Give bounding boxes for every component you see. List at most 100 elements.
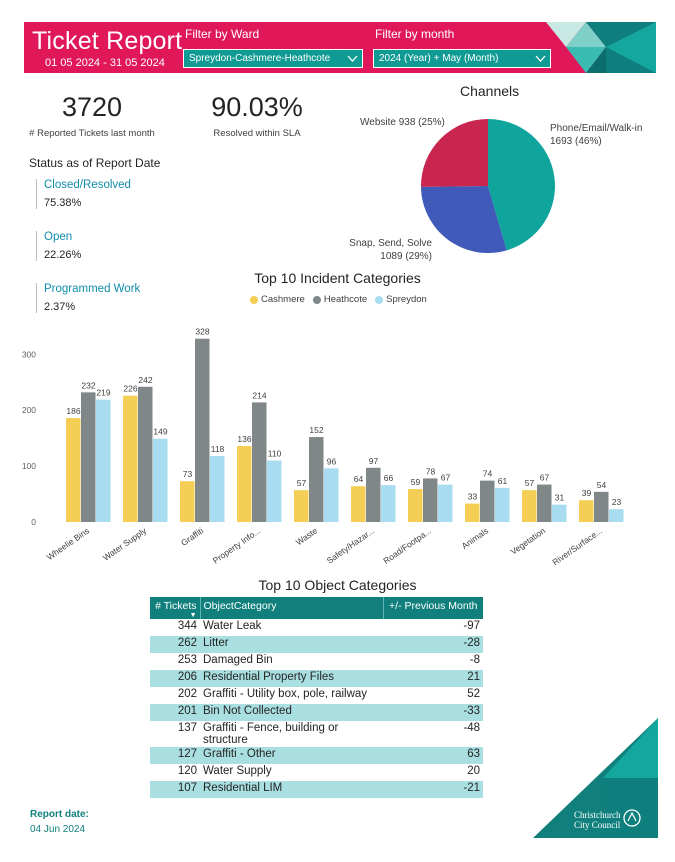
bar-data-label: 64	[354, 474, 364, 484]
bar-heathcote[interactable]	[594, 491, 609, 522]
table-row[interactable]: 137 Graffiti - Fence, building or structu…	[150, 721, 483, 747]
bar-cashmere[interactable]	[294, 490, 309, 522]
table-row[interactable]: 253 Damaged Bin -8	[150, 653, 483, 670]
bar-data-label: 78	[426, 466, 436, 476]
cell-tickets: 344	[177, 620, 197, 632]
channels-pie-chart[interactable]	[418, 114, 558, 259]
bar-cashmere[interactable]	[66, 418, 81, 522]
bar-data-label: 97	[369, 456, 379, 466]
bar-heathcote[interactable]	[537, 484, 552, 522]
bar-heathcote[interactable]	[252, 402, 267, 522]
bar-heathcote[interactable]	[480, 480, 495, 522]
bar-data-label: 59	[411, 477, 421, 487]
channels-title: Channels	[460, 83, 520, 99]
bar-data-label: 186	[66, 406, 80, 416]
status-title: Status as of Report Date	[29, 156, 161, 170]
pie-label-phone-value: 1693 (46%)	[550, 136, 602, 147]
bar-cashmere[interactable]	[123, 395, 138, 522]
incident-chart-title: Top 10 Incident Categories	[254, 270, 421, 286]
legend-item-spreydon[interactable]: Spreydon	[375, 294, 427, 305]
table-row[interactable]: 201 Bin Not Collected -33	[150, 704, 483, 721]
column-header-category[interactable]: ObjectCategory	[200, 597, 384, 619]
bar-cashmere[interactable]	[465, 503, 480, 522]
bar-data-label: 242	[138, 375, 152, 385]
y-tick-label: 100	[22, 461, 36, 471]
bar-data-label: 73	[183, 469, 193, 479]
pie-slice-snap-send-solve[interactable]	[421, 186, 507, 253]
table-row[interactable]: 202 Graffiti - Utility box, pole, railway…	[150, 687, 483, 704]
bar-data-label: 152	[309, 425, 323, 435]
bar-heathcote[interactable]	[309, 437, 324, 522]
table-row[interactable]: 127 Graffiti - Other 63	[150, 747, 483, 764]
bar-spreydon[interactable]	[153, 438, 168, 522]
x-category-label: Animals	[460, 525, 491, 551]
bar-heathcote[interactable]	[195, 338, 210, 522]
x-category-label: Graffiti	[179, 525, 205, 548]
legend-item-heathcote[interactable]: Heathcote	[312, 294, 368, 305]
status-value: 75.38%	[44, 197, 82, 209]
cell-tickets: 120	[177, 765, 197, 777]
bar-data-label: 33	[468, 492, 478, 502]
bar-spreydon[interactable]	[267, 460, 282, 522]
y-tick-label: 0	[31, 517, 36, 527]
cell-tickets: 137	[177, 722, 197, 734]
bar-data-label: 66	[384, 473, 394, 483]
bar-data-label: 118	[211, 444, 225, 454]
bar-spreydon[interactable]	[495, 487, 510, 522]
cell-tickets: 253	[177, 654, 197, 666]
cell-category: Water Leak	[203, 620, 262, 632]
bar-spreydon[interactable]	[210, 456, 225, 522]
report-date-value: 04 Jun 2024	[30, 824, 86, 835]
bar-spreydon[interactable]	[438, 484, 453, 522]
column-header-tickets[interactable]: # Tickets ▼	[150, 597, 201, 619]
pie-label-website: Website 938 (25%)	[360, 117, 445, 128]
bar-data-label: 39	[582, 488, 592, 498]
bar-heathcote[interactable]	[81, 392, 96, 522]
ward-filter-dropdown[interactable]: Spreydon-Cashmere-Heathcote	[183, 49, 363, 68]
legend-label: Heathcote	[323, 294, 368, 305]
council-logo: Christchurch City Council	[574, 810, 621, 830]
table-row[interactable]: 262 Litter -28	[150, 636, 483, 653]
column-header-diff[interactable]: +/- Previous Month	[383, 597, 483, 619]
bar-data-label: 219	[96, 388, 110, 398]
month-filter-dropdown[interactable]: 2024 (Year) + May (Month)	[373, 49, 551, 68]
legend-dot-icon	[375, 295, 384, 304]
cell-diff: -97	[463, 620, 480, 632]
table-row[interactable]: 206 Residential Property Files 21	[150, 670, 483, 687]
cell-diff: 21	[383, 670, 483, 687]
bar-data-label: 136	[237, 434, 251, 444]
legend-item-cashmere[interactable]: Cashmere	[250, 294, 305, 305]
cell-category: Litter	[200, 636, 383, 653]
bar-spreydon[interactable]	[609, 509, 624, 522]
legend-label: Spreydon	[386, 294, 427, 305]
pie-slice-phone-email-walk-in[interactable]	[488, 119, 555, 251]
bar-spreydon[interactable]	[552, 504, 567, 522]
bar-cashmere[interactable]	[180, 481, 195, 522]
bar-data-label: 61	[498, 476, 508, 486]
bar-heathcote[interactable]	[138, 386, 153, 522]
bar-spreydon[interactable]	[381, 485, 396, 522]
bar-cashmere[interactable]	[522, 490, 537, 522]
bar-heathcote[interactable]	[423, 478, 438, 522]
bar-heathcote[interactable]	[366, 467, 381, 522]
x-category-label: Water Supply	[101, 525, 149, 563]
chevron-down-icon	[347, 55, 358, 62]
bar-cashmere[interactable]	[408, 489, 423, 522]
bar-spreydon[interactable]	[96, 399, 111, 522]
report-date-label: Report date:	[30, 809, 89, 820]
ward-filter-value: Spreydon-Cashmere-Heathcote	[189, 53, 331, 64]
bar-data-label: 328	[195, 327, 209, 337]
cell-diff: -21	[383, 781, 483, 798]
bar-spreydon[interactable]	[324, 468, 339, 522]
pie-slice-website[interactable]	[421, 119, 488, 187]
bar-cashmere[interactable]	[579, 500, 594, 522]
cell-diff: -28	[383, 636, 483, 653]
cell-diff: -33	[383, 704, 483, 721]
cell-category: Graffiti - Utility box, pole, railway	[203, 688, 368, 700]
table-row[interactable]: 344 Water Leak -97	[150, 619, 483, 636]
bar-cashmere[interactable]	[351, 486, 366, 522]
bar-cashmere[interactable]	[237, 446, 252, 522]
table-row[interactable]: 120 Water Supply 20	[150, 764, 483, 781]
table-row[interactable]: 107 Residential LIM -21	[150, 781, 483, 798]
